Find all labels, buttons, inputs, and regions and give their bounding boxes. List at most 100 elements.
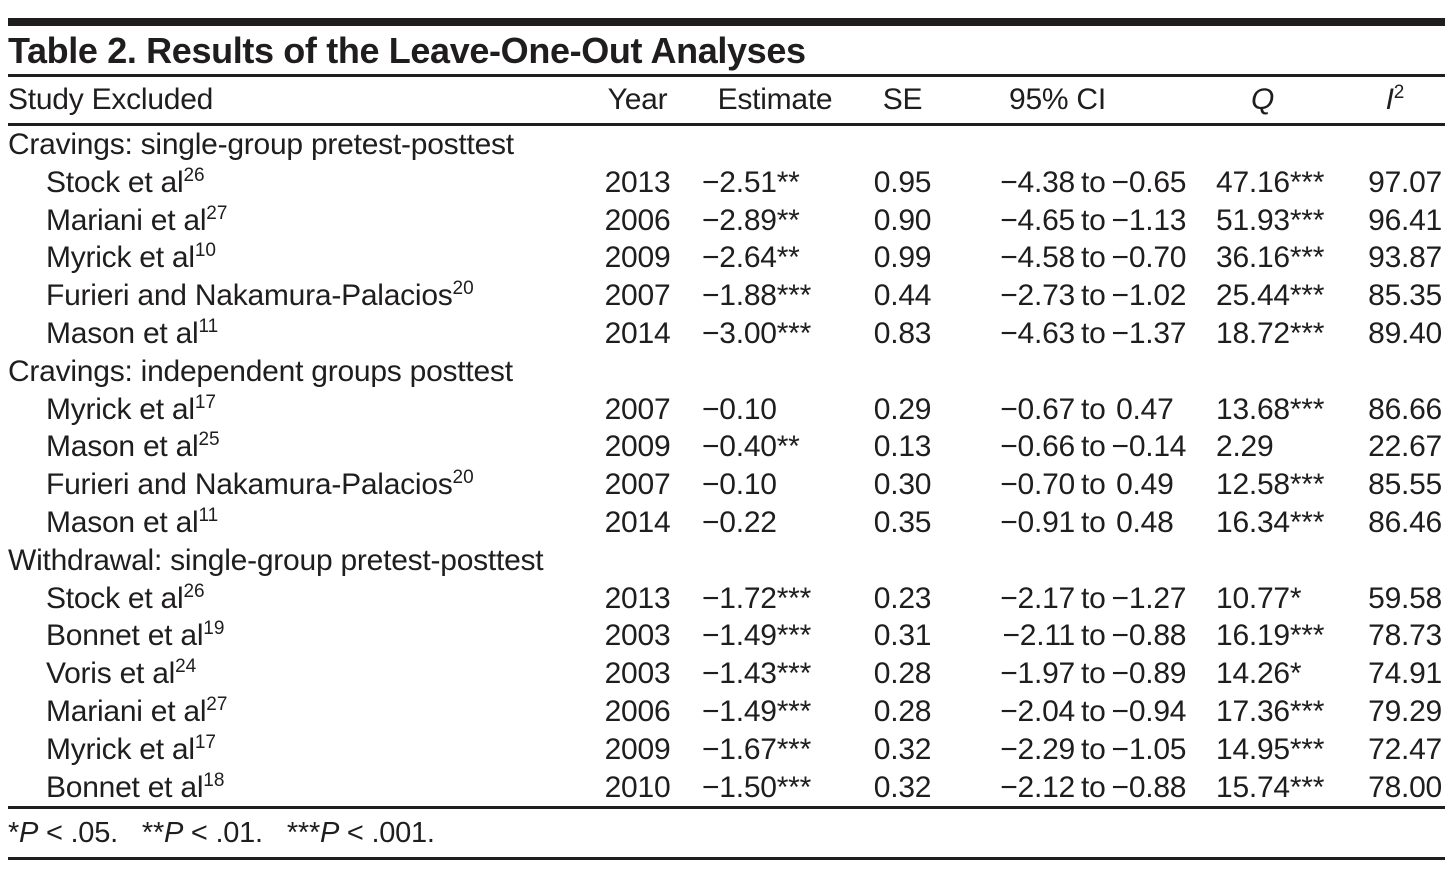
ci-upper-bound: −0.14	[1111, 430, 1187, 464]
ci-upper-bound: −1.13	[1111, 203, 1187, 237]
estimate-cell: −1.67***	[702, 732, 812, 766]
table-footnote: *P < .05. **P < .01. ***P < .001.	[8, 809, 1445, 857]
study-name: Mason et al	[46, 505, 199, 539]
study-name-cell: Bonnet et al18	[8, 769, 595, 807]
ci-upper-bound: −1.02	[1111, 279, 1187, 313]
year-cell: 2003	[604, 657, 671, 691]
ci-lower-bound: −2.11	[1002, 619, 1076, 653]
study-name: Bonnet et al	[46, 619, 204, 653]
year-cell: 2014	[604, 316, 671, 350]
ci-cell: −4.63 to −1.37	[935, 315, 1186, 353]
study-name: Mariani et al	[46, 694, 207, 728]
footnote-p01: **P < .01.	[141, 816, 263, 849]
estimate-cell: −1.49***	[702, 619, 812, 653]
q-cell: 25.44***	[1216, 279, 1325, 313]
ci-lower-bound: −1.97	[1000, 657, 1075, 691]
column-header-i2: I2	[1345, 77, 1445, 123]
study-name-cell: Furieri and Nakamura-Palacios20	[8, 466, 595, 504]
study-row: Myrick et al17 2009 −1.67*** 0.32 −2.29 …	[8, 731, 1445, 769]
study-name: Myrick et al	[46, 241, 195, 275]
study-row: Mason et al11 2014 −3.00*** 0.83 −4.63 t…	[8, 315, 1445, 353]
ci-cell: −0.67 to 0.47	[935, 391, 1180, 429]
estimate-cell: −1.88***	[702, 279, 812, 313]
reference-superscript: 26	[183, 164, 205, 186]
i2-symbol: I	[1385, 83, 1394, 116]
ci-lower-bound: −2.12	[1000, 770, 1075, 804]
ci-separator: to	[1081, 619, 1106, 653]
se-cell: 0.29	[873, 392, 932, 426]
se-cell: 0.28	[873, 694, 932, 728]
section-label: Cravings: independent groups posttest	[8, 354, 513, 388]
q-cell: 16.34***	[1216, 505, 1325, 539]
estimate-cell: −2.51**	[702, 165, 800, 199]
study-name-cell: Myrick et al17	[8, 391, 595, 429]
q-cell: 15.74***	[1216, 770, 1325, 804]
ci-separator: to	[1081, 279, 1106, 313]
year-cell: 2007	[604, 279, 671, 313]
estimate-cell: −3.00***	[702, 316, 812, 350]
reference-superscript: 19	[203, 618, 225, 640]
study-name: Stock et al	[46, 581, 184, 615]
ci-upper-bound: −1.05	[1111, 732, 1187, 766]
estimate-cell: −2.64**	[702, 241, 800, 275]
study-row: Mariani et al27 2006 −2.89** 0.90 −4.65 …	[8, 202, 1445, 240]
estimate-cell: −1.72***	[702, 581, 812, 615]
study-row: Myrick et al17 2007 −0.10 0.29 −0.67 to …	[8, 391, 1445, 429]
study-name-cell: Myrick et al17	[8, 731, 595, 769]
study-name: Furieri and Nakamura-Palacios	[46, 468, 453, 502]
ci-lower-bound: −2.29	[1000, 732, 1075, 766]
ci-cell: −2.12 to −0.88	[935, 769, 1187, 807]
q-cell: 13.68***	[1216, 392, 1325, 426]
reference-superscript: 17	[194, 731, 216, 753]
ci-cell: −4.58 to −0.70	[935, 239, 1187, 277]
study-row: Furieri and Nakamura-Palacios20 2007 −1.…	[8, 277, 1445, 315]
section-header-row: Cravings: independent groups posttest	[8, 353, 1445, 391]
se-cell: 0.44	[873, 279, 932, 313]
study-name: Stock et al	[46, 165, 184, 199]
q-cell: 2.29	[1216, 430, 1274, 464]
estimate-cell: −1.50***	[702, 770, 812, 804]
ci-upper-bound: −0.70	[1111, 241, 1187, 275]
ci-upper-bound: 0.47	[1116, 392, 1174, 426]
year-cell: 2014	[604, 505, 671, 539]
ci-cell: −0.66 to −0.14	[935, 428, 1187, 466]
section-header-row: Cravings: single-group pretest-posttest	[8, 126, 1445, 164]
section-label: Withdrawal: single-group pretest-posttes…	[8, 543, 544, 577]
title-rule	[8, 74, 1445, 77]
ci-lower-bound: −4.63	[1000, 316, 1075, 350]
section-header-row: Withdrawal: single-group pretest-posttes…	[8, 542, 1445, 580]
year-cell: 2010	[604, 770, 671, 804]
ci-cell: −2.04 to −0.94	[935, 693, 1186, 731]
se-cell: 0.35	[873, 505, 932, 539]
study-name: Voris et al	[46, 657, 176, 691]
se-cell: 0.95	[873, 165, 932, 199]
study-name-cell: Mason et al25	[8, 428, 595, 466]
study-name-cell: Stock et al26	[8, 580, 595, 618]
column-header-estimate: Estimate	[717, 83, 833, 116]
reference-superscript: 20	[452, 467, 474, 489]
se-cell: 0.99	[873, 241, 932, 275]
ci-cell: −2.29 to −1.05	[935, 731, 1187, 769]
study-row: Mariani et al27 2006 −1.49*** 0.28 −2.04…	[8, 693, 1445, 731]
estimate-cell: −1.43***	[702, 657, 812, 691]
year-cell: 2009	[604, 430, 671, 464]
q-cell: 14.26*	[1216, 657, 1302, 691]
study-name: Myrick et al	[46, 732, 195, 766]
q-cell: 14.95***	[1216, 732, 1325, 766]
i2-cell: 86.66	[1368, 392, 1442, 426]
ci-separator: to	[1081, 694, 1106, 728]
q-cell: 47.16***	[1216, 165, 1325, 199]
ci-upper-bound: −0.88	[1111, 770, 1187, 804]
q-cell: 18.72***	[1216, 316, 1325, 350]
ci-separator: to	[1081, 770, 1106, 804]
ci-upper-bound: 0.49	[1116, 468, 1174, 502]
table-header-row: Study Excluded Year Estimate SE 95% CI Q…	[8, 77, 1445, 123]
study-row: Mason et al25 2009 −0.40** 0.13 −0.66 to…	[8, 428, 1445, 466]
i2-cell: 85.55	[1368, 468, 1442, 502]
ci-upper-bound: −0.65	[1111, 165, 1187, 199]
study-name: Furieri and Nakamura-Palacios	[46, 279, 453, 313]
year-cell: 2007	[604, 392, 671, 426]
ci-cell: −0.91 to 0.48	[935, 504, 1180, 542]
reference-superscript: 18	[203, 769, 225, 791]
year-cell: 2007	[604, 468, 671, 502]
